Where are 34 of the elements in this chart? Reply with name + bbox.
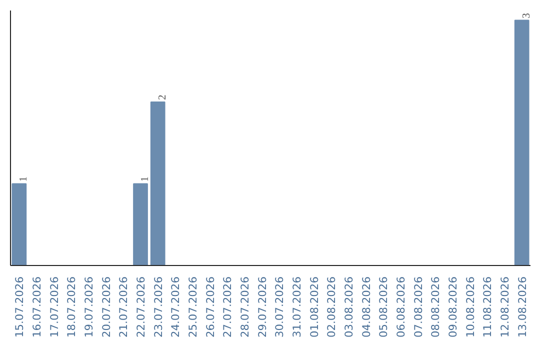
x-tick-label: 21.07.2026 xyxy=(117,276,130,338)
x-tick-label: 06.08.2026 xyxy=(394,276,408,338)
x-tick-label: 13.08.2026 xyxy=(516,276,529,338)
x-tick-label: 09.08.2026 xyxy=(446,276,460,338)
x-tick-label: 16.07.2026 xyxy=(30,276,44,338)
x-tick-label: 10.08.2026 xyxy=(464,276,477,338)
x-tick-label: 17.07.2026 xyxy=(48,276,61,338)
x-tick-label: 19.07.2026 xyxy=(82,276,96,338)
x-tick-label: 08.08.2026 xyxy=(429,276,442,338)
x-tick-label: 12.08.2026 xyxy=(498,276,512,338)
x-tick-label: 26.07.2026 xyxy=(204,276,217,338)
data-label: 2 xyxy=(157,94,168,100)
x-tick-label: 04.08.2026 xyxy=(360,276,373,338)
x-tick-label: 23.07.2026 xyxy=(152,276,165,338)
x-tick-label: 29.07.2026 xyxy=(256,276,269,338)
x-tick-label: 05.08.2026 xyxy=(377,276,390,338)
x-tick-label: 02.08.2026 xyxy=(325,276,338,338)
x-tick-label: 30.07.2026 xyxy=(273,276,286,338)
data-label: 1 xyxy=(140,176,151,182)
x-tick-label: 22.07.2026 xyxy=(134,276,148,338)
x-tick-label: 15.07.2026 xyxy=(13,276,26,338)
x-tick-label: 07.08.2026 xyxy=(412,276,425,338)
x-tick-label: 18.07.2026 xyxy=(65,276,78,338)
x-tick-label: 27.07.2026 xyxy=(221,276,234,338)
x-tick-label: 25.07.2026 xyxy=(186,276,200,338)
x-tick-label: 24.07.2026 xyxy=(169,276,182,338)
x-tick-label: 28.07.2026 xyxy=(238,276,252,338)
data-label: 3 xyxy=(521,12,532,18)
x-tick-label: 03.08.2026 xyxy=(342,276,356,338)
data-label: 1 xyxy=(18,176,30,182)
x-tick-label: 01.08.2026 xyxy=(308,276,321,338)
x-tick-label: 20.07.2026 xyxy=(100,276,113,338)
x-tick-label: 31.07.2026 xyxy=(290,276,304,338)
x-tick-label: 11.08.2026 xyxy=(481,276,494,338)
